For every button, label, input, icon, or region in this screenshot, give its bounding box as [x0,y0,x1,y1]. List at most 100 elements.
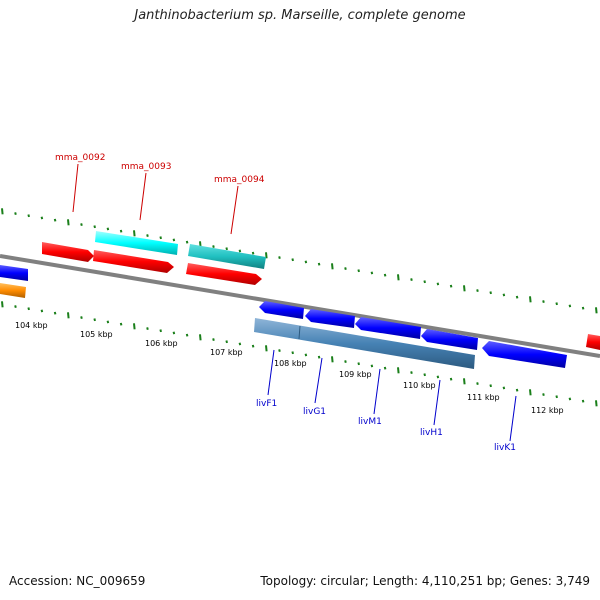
minor-tick [542,393,545,396]
label-leader [373,368,381,415]
scale-label: 104 kbp [15,321,48,330]
minor-tick [542,300,545,303]
gene-arrow-livK1[interactable] [482,341,567,368]
minor-tick [370,364,374,368]
minor-tick [489,291,492,295]
gene-arrow-right-red[interactable] [586,334,600,350]
gene-arrow-left-blue[interactable] [0,265,28,281]
minor-tick [344,360,347,363]
minor-tick [14,305,17,308]
label-leader [433,379,441,426]
major-tick [529,296,532,303]
minor-tick [423,373,426,377]
reverse-strand [0,265,567,369]
minor-tick [449,377,453,381]
minor-tick [225,247,228,251]
gene-arrow-livG1[interactable] [305,309,355,328]
major-tick [397,367,400,374]
minor-tick [515,295,519,299]
minor-tick [436,375,440,379]
gene-label-mma_0092[interactable]: mma_0092 [55,153,105,163]
gene-arrow-mma_0093-cyan[interactable] [95,231,178,255]
minor-tick [159,329,162,333]
minor-tick [251,344,255,348]
minor-tick [238,342,242,346]
minor-tick [436,282,440,286]
minor-tick [317,355,321,359]
major-tick [463,285,466,292]
major-tick [67,312,70,319]
minor-tick [238,249,242,253]
minor-tick [185,240,189,244]
gene-arrow-left-red[interactable] [42,242,94,262]
operon-bar-steel[interactable] [254,318,475,369]
gene-label-mma_0093[interactable]: mma_0093 [121,162,171,172]
gene-label-mma_0094[interactable]: mma_0094 [214,175,265,185]
minor-tick [119,322,123,326]
minor-tick [357,362,360,366]
inner-tick-track [1,301,598,407]
minor-tick [185,333,189,337]
gene-label-livH1[interactable]: livH1 [420,428,443,438]
minor-tick [423,280,426,284]
minor-tick [502,386,506,390]
gene-arrow-mma_0094-red[interactable] [186,263,262,285]
gene-arrow-mma_0093-red[interactable] [93,250,174,273]
gene-arrow-left-orange[interactable] [0,283,26,298]
minor-tick [304,353,308,357]
minor-tick [555,395,558,399]
minor-tick [106,320,110,324]
minor-tick [410,371,413,374]
label-leader [139,172,147,221]
minor-tick [304,260,308,264]
scale-label: 107 kbp [210,348,243,357]
minor-tick [278,256,281,259]
major-tick [1,301,4,308]
major-tick [1,208,4,215]
label-leader [267,349,275,396]
gene-arrow-livH1[interactable] [421,329,478,350]
minor-tick [317,262,321,266]
scale-labels: 104 kbp 105 kbp 106 kbp 107 kbp 108 kbp … [15,321,564,415]
scale-label: 106 kbp [145,339,178,348]
minor-tick [212,338,215,341]
minor-tick [53,218,57,222]
minor-tick [555,302,558,306]
scale-label: 109 kbp [339,370,372,379]
backbone-line [0,254,600,358]
minor-tick [568,397,572,401]
minor-tick [291,258,294,262]
minor-tick [40,216,44,220]
minor-tick [251,251,255,255]
major-tick [397,274,400,281]
minor-tick [410,278,413,281]
minor-tick [93,225,96,229]
gene-arrow-mma_0094-teal[interactable] [188,244,266,269]
scale-label: 111 kbp [467,393,500,402]
minor-tick [383,273,387,277]
minor-tick [383,366,387,370]
minor-tick [581,399,585,403]
major-tick [529,389,532,396]
major-tick [199,334,202,341]
minor-tick [581,306,585,310]
gene-label-livF1[interactable]: livF1 [256,399,277,409]
minor-tick [172,238,176,242]
major-tick [67,219,70,226]
major-tick [133,323,136,330]
gene-arrow-livF1[interactable] [259,301,304,319]
minor-tick [40,309,44,313]
minor-tick [344,267,347,270]
major-tick [463,378,466,385]
minor-tick [502,293,506,297]
major-tick [595,307,598,314]
scale-label: 105 kbp [80,330,113,339]
gene-label-livG1[interactable]: livG1 [303,407,326,417]
gene-label-livM1[interactable]: livM1 [358,417,382,427]
gene-label-livK1[interactable]: livK1 [494,443,516,453]
accession-text: Accession: NC_009659 [9,574,146,588]
major-tick [265,252,268,259]
gene-arrow-livM1[interactable] [355,317,421,339]
minor-tick [489,384,492,388]
